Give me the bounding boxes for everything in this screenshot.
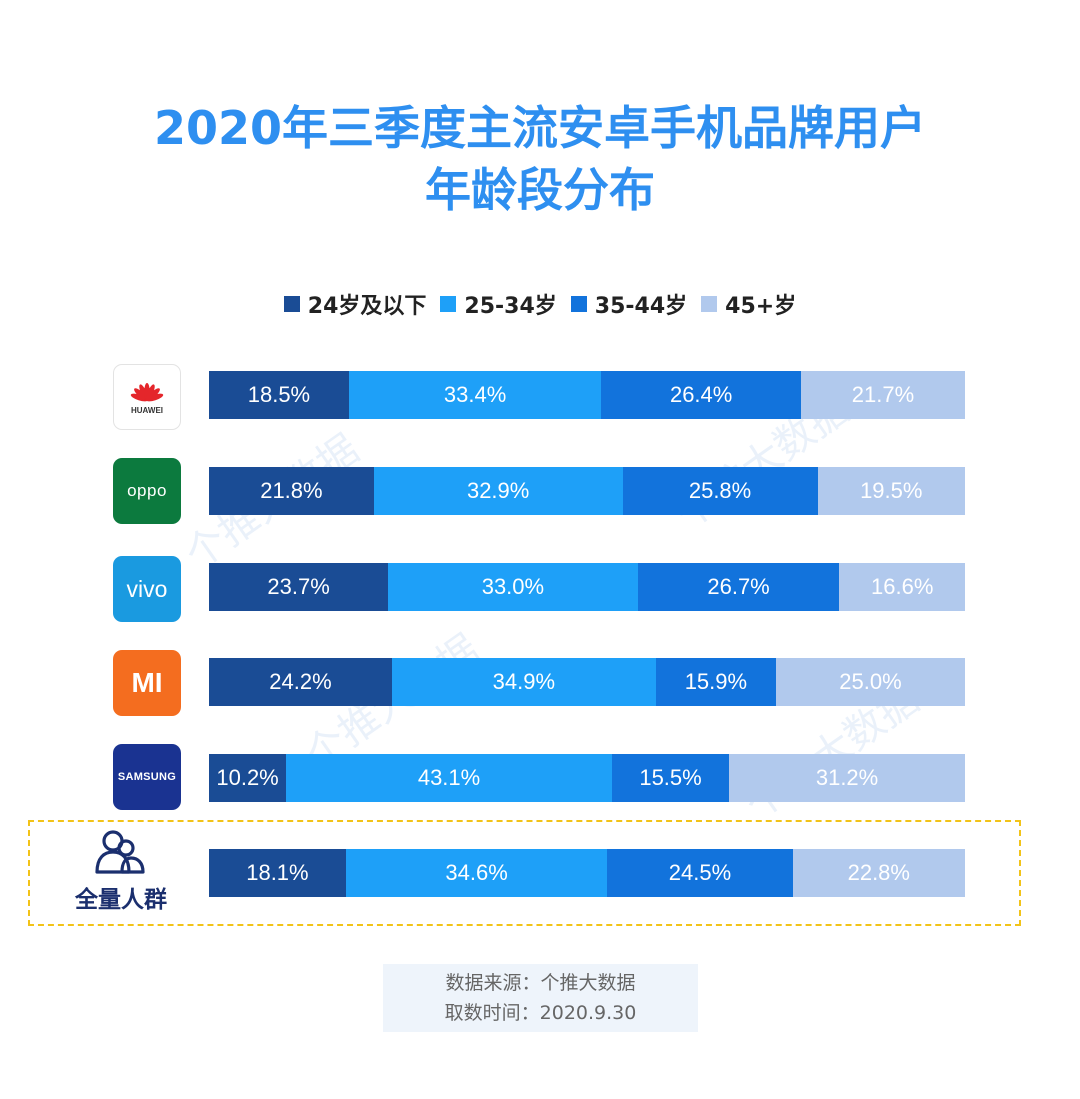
bar-segment-24-and-under: 18.5% [209,371,349,419]
bar-segment-35-44: 26.7% [637,563,840,611]
bar-row-huawei: 18.5% 33.4% 26.4% 21.7% [209,371,965,419]
oppo-logo: oppo [113,458,181,524]
bar-segment-45-plus: 19.5% [817,467,965,515]
bar-segment-25-34: 43.1% [286,754,612,802]
bar-segment-35-44: 24.5% [607,849,793,897]
legend-label-24-and-under: 24岁及以下 [307,294,427,319]
chart-title-line1: 2020年三季度主流安卓手机品牌用户 [153,101,927,155]
bar-row-oppo: 21.8% 32.9% 25.8% 19.5% [209,467,965,515]
xiaomi-logo: mi [113,650,181,716]
bar-row-samsung: 10.2% 43.1% 15.5% 31.2% [209,754,965,802]
legend-item-35-44: 35-44岁 [570,288,688,320]
vivo-wordmark: vivo [126,575,168,602]
bar-segment-45-plus: 16.6% [839,563,965,611]
all-users-highlight-box [28,820,1021,926]
data-date-text: 取数时间：2020.9.30 [444,1002,637,1024]
bar-segment-35-44: 25.8% [622,467,818,515]
source-box: 数据来源：个推大数据 取数时间：2020.9.30 [383,964,698,1032]
vivo-logo: vivo [113,556,181,622]
samsung-logo: SAMSUNG [113,744,181,810]
bar-segment-25-34: 33.4% [348,371,602,419]
bar-segment-25-34: 32.9% [373,467,623,515]
bar-segment-35-44: 15.9% [655,658,776,706]
bar-segment-24-and-under: 24.2% [209,658,392,706]
legend-item-24-and-under: 24岁及以下 [283,288,427,320]
huawei-logo: HUAWEI [113,364,181,430]
bar-segment-25-34: 34.9% [391,658,656,706]
bar-segment-45-plus: 22.8% [792,849,965,897]
bar-segment-24-and-under: 21.8% [209,467,374,515]
bar-row-全量人群: 18.1% 34.6% 24.5% 22.8% [209,849,965,897]
legend-label-25-34: 25-34岁 [464,294,557,319]
legend-swatch-25-34 [440,296,457,312]
huawei-petals-icon [130,382,164,401]
legend: 24岁及以下 25-34岁 35-44岁 45+岁 [0,288,1080,320]
bar-segment-45-plus: 31.2% [729,754,965,802]
bar-segment-25-34: 34.6% [345,849,608,897]
legend-swatch-45-plus [701,296,718,312]
bar-segment-24-and-under: 18.1% [209,849,346,897]
bar-segment-45-plus: 25.0% [775,658,965,706]
chart-title-line2: 年龄段分布 [425,163,655,217]
bar-segment-24-and-under: 23.7% [209,563,389,611]
people-group-icon [95,830,145,874]
samsung-wordmark: SAMSUNG [117,771,177,783]
legend-label-45-plus: 45+岁 [725,294,797,319]
bar-segment-24-and-under: 10.2% [209,754,287,802]
bar-row-mi: 24.2% 34.9% 15.9% 25.0% [209,658,965,706]
legend-item-25-34: 25-34岁 [440,288,557,320]
legend-swatch-24-and-under [283,296,300,312]
legend-label-35-44: 35-44岁 [594,294,688,319]
oppo-wordmark: oppo [127,481,167,500]
bar-segment-35-44: 15.5% [611,754,730,802]
bar-segment-25-34: 33.0% [388,563,638,611]
bar-segment-45-plus: 21.7% [800,371,965,419]
data-source-text: 数据来源：个推大数据 [445,972,636,994]
xiaomi-wordmark: mi [131,667,163,698]
bar-row-vivo: 23.7% 33.0% 26.7% 16.6% [209,563,965,611]
legend-item-45-plus: 45+岁 [701,288,796,320]
bar-segment-35-44: 26.4% [601,371,801,419]
legend-swatch-35-44 [570,296,587,312]
huawei-wordmark: HUAWEI [131,405,163,415]
all-users-label: 全量人群 [75,887,167,913]
